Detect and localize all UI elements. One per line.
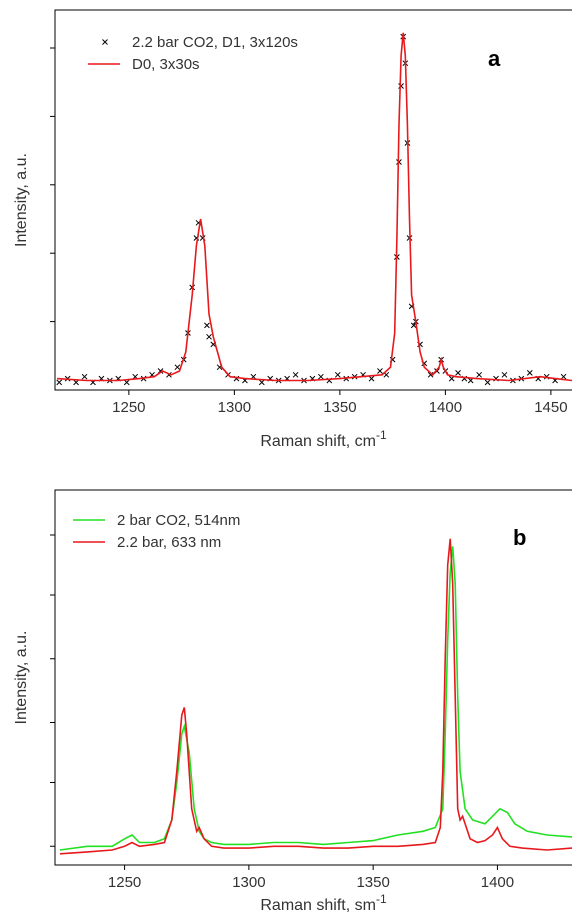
axis-frame xyxy=(54,489,572,866)
legend-label: 2.2 bar CO2, D1, 3x120s xyxy=(132,34,298,51)
axis-frame xyxy=(54,9,572,391)
x-axis-title: Raman shift, sm-1 xyxy=(260,892,387,914)
legend-label: 2.2 bar, 633 nm xyxy=(117,534,221,551)
data-point xyxy=(174,364,181,371)
chart-panel: 1250 1300 1350 1400 1450 Raman shift, cm-1 Int… xyxy=(13,9,572,450)
data-point xyxy=(123,379,130,386)
data-point xyxy=(560,373,567,380)
x-axis-title-text: Raman shift, cm xyxy=(260,433,376,450)
y-axis-title: Intensity, a.u. xyxy=(13,153,30,247)
data-point xyxy=(526,370,533,376)
plot-area xyxy=(56,32,572,386)
data-point xyxy=(204,322,210,329)
plot-area xyxy=(59,538,572,855)
data-point xyxy=(206,333,212,340)
data-point xyxy=(292,371,299,378)
data-point xyxy=(318,373,324,380)
x-tick-label: 1250 xyxy=(112,399,145,416)
data-line xyxy=(59,546,572,851)
data-point xyxy=(476,371,483,378)
x-tick-label: 1250 xyxy=(108,874,141,891)
data-point xyxy=(73,379,79,386)
panel-letter: a xyxy=(488,46,501,71)
legend-label: 2 bar CO2, 514nm xyxy=(117,512,240,529)
panel-letter: b xyxy=(513,525,526,550)
x-tick-label: 1350 xyxy=(356,874,389,891)
data-point xyxy=(258,379,265,386)
x-tick-label: 1450 xyxy=(534,399,567,416)
data-point xyxy=(334,371,341,378)
data-point xyxy=(484,379,491,386)
x-axis-title-superscript: -1 xyxy=(376,428,387,442)
data-point xyxy=(377,368,383,374)
x-tick-label: 1300 xyxy=(232,874,265,891)
legend-label: D0, 3x30s xyxy=(132,56,200,73)
x-axis-title-superscript: -1 xyxy=(376,892,387,906)
y-axis-title: Intensity, a.u. xyxy=(13,631,30,725)
x-tick-label: 1400 xyxy=(481,874,514,891)
x-tick-label: 1350 xyxy=(323,399,356,416)
data-line xyxy=(59,538,572,855)
x-axis-title: Raman shift, cm-1 xyxy=(260,428,387,450)
x-tick-label: 1300 xyxy=(218,399,251,416)
x-axis-title-text: Raman shift, sm xyxy=(260,897,376,914)
chart-panel: 1250 1300 1350 1400 Raman shift, sm-1 Intensi… xyxy=(13,489,572,914)
data-point xyxy=(81,373,88,380)
data-point xyxy=(56,379,63,386)
data-point xyxy=(455,370,461,376)
data-point xyxy=(427,371,434,378)
legend-symbol xyxy=(102,39,108,45)
data-point xyxy=(368,375,375,382)
data-point xyxy=(501,371,508,378)
x-tick-label: 1400 xyxy=(429,399,462,416)
data-line xyxy=(57,32,572,382)
